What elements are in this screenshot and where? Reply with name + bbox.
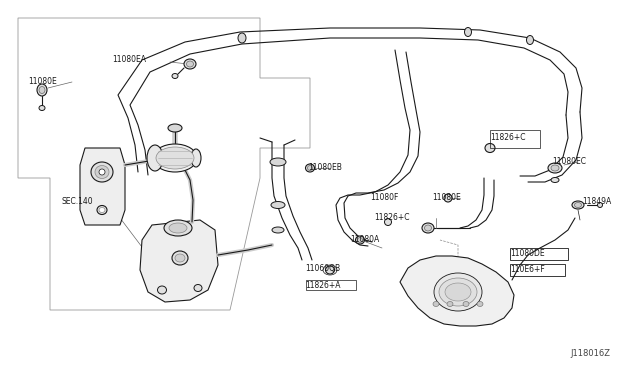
Ellipse shape (433, 301, 439, 307)
Text: 110E6+F: 110E6+F (510, 266, 545, 275)
Ellipse shape (39, 106, 45, 110)
Ellipse shape (168, 124, 182, 132)
Polygon shape (80, 148, 125, 225)
Ellipse shape (164, 220, 192, 236)
Ellipse shape (99, 169, 105, 175)
Ellipse shape (551, 165, 559, 171)
Text: 11080E: 11080E (28, 77, 57, 87)
Ellipse shape (191, 149, 201, 167)
Ellipse shape (434, 273, 482, 311)
Ellipse shape (463, 301, 469, 307)
Text: 11826+A: 11826+A (305, 280, 340, 289)
Ellipse shape (194, 285, 202, 292)
Ellipse shape (572, 201, 584, 209)
Ellipse shape (447, 301, 453, 307)
Ellipse shape (477, 301, 483, 307)
Ellipse shape (97, 205, 107, 215)
Ellipse shape (485, 144, 495, 153)
Ellipse shape (147, 145, 163, 171)
Polygon shape (400, 256, 514, 326)
Text: 11080A: 11080A (350, 235, 380, 244)
Ellipse shape (91, 162, 113, 182)
Ellipse shape (169, 223, 187, 233)
Text: 11080EA: 11080EA (112, 55, 146, 64)
Ellipse shape (575, 202, 582, 208)
Ellipse shape (424, 225, 431, 231)
Text: 11826+C: 11826+C (374, 214, 410, 222)
Ellipse shape (271, 202, 285, 208)
Ellipse shape (385, 218, 392, 225)
Text: 11080EC: 11080EC (552, 157, 586, 167)
Ellipse shape (307, 166, 312, 170)
Ellipse shape (238, 33, 246, 43)
Bar (306, 280, 356, 290)
Ellipse shape (527, 35, 534, 45)
Ellipse shape (551, 177, 559, 183)
Text: 11849A: 11849A (582, 198, 611, 206)
Bar (490, 130, 540, 148)
Bar (510, 264, 565, 276)
Ellipse shape (175, 254, 185, 262)
Ellipse shape (326, 266, 335, 274)
Ellipse shape (172, 74, 178, 78)
Ellipse shape (548, 163, 562, 173)
Ellipse shape (184, 59, 196, 69)
Ellipse shape (465, 28, 472, 36)
Ellipse shape (444, 194, 452, 202)
Text: 11826+C: 11826+C (490, 134, 525, 142)
Ellipse shape (272, 227, 284, 233)
Ellipse shape (186, 61, 193, 67)
Ellipse shape (156, 147, 194, 169)
Ellipse shape (99, 208, 105, 212)
Ellipse shape (95, 166, 109, 179)
Ellipse shape (37, 84, 47, 96)
Text: 11080F: 11080F (370, 193, 398, 202)
Text: 11080DE: 11080DE (510, 250, 545, 259)
Text: J118016Z: J118016Z (570, 349, 610, 358)
Ellipse shape (157, 286, 166, 294)
Ellipse shape (270, 158, 286, 166)
Ellipse shape (439, 278, 477, 306)
Text: 11080E: 11080E (432, 193, 461, 202)
Ellipse shape (153, 144, 197, 172)
Ellipse shape (598, 202, 602, 208)
Bar (510, 248, 568, 260)
Ellipse shape (305, 164, 314, 172)
Polygon shape (140, 220, 218, 302)
Ellipse shape (445, 283, 471, 301)
Ellipse shape (39, 87, 45, 93)
Ellipse shape (355, 236, 365, 244)
Ellipse shape (172, 251, 188, 265)
Text: 11060QB: 11060QB (305, 263, 340, 273)
Ellipse shape (358, 237, 362, 243)
Ellipse shape (422, 223, 434, 233)
Text: SEC.140: SEC.140 (62, 198, 93, 206)
Text: 11080EB: 11080EB (308, 164, 342, 173)
